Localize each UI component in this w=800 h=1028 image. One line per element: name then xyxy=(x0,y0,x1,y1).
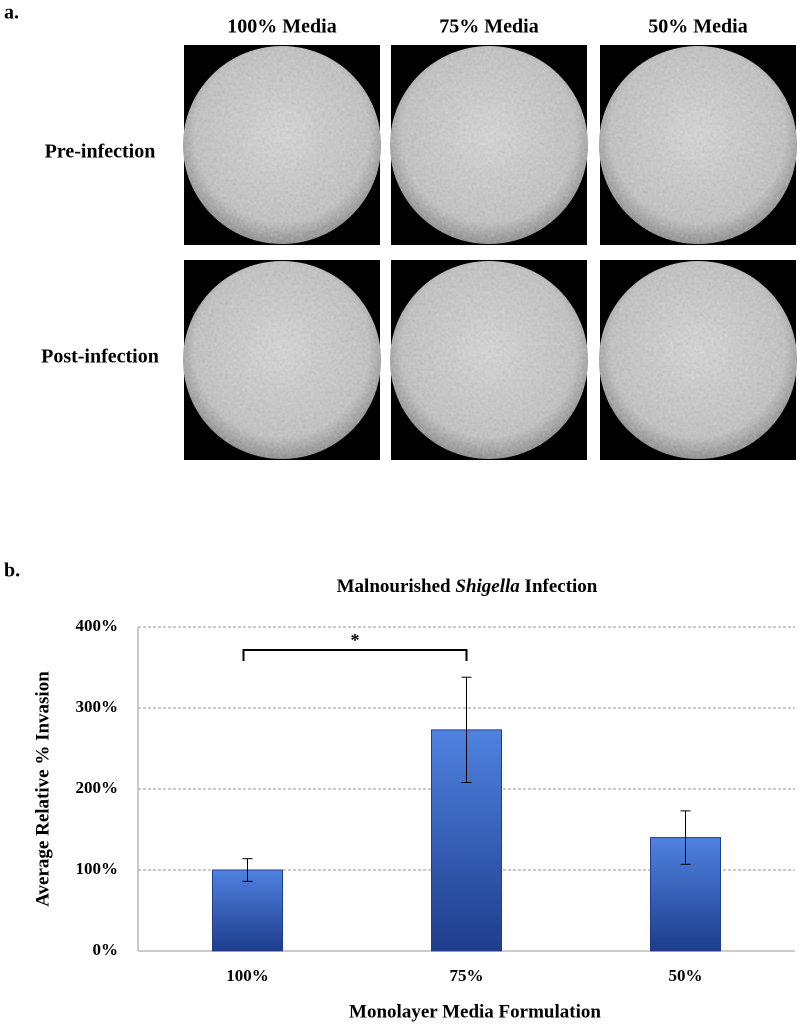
micrograph-field xyxy=(183,261,381,459)
row-label: Post-infection xyxy=(41,346,159,368)
column-label: 50% Media xyxy=(648,16,747,38)
column-label: 75% Media xyxy=(439,16,538,38)
x-tick-label: 75% xyxy=(450,966,484,985)
y-tick-label: 200% xyxy=(76,778,119,797)
micrograph-field xyxy=(599,261,797,459)
significance-bracket xyxy=(242,649,468,661)
micrograph-field xyxy=(390,261,588,459)
bar xyxy=(431,729,502,952)
column-label: 100% Media xyxy=(227,16,336,38)
micrograph-field xyxy=(183,46,381,244)
y-tick-label: 400% xyxy=(76,616,119,635)
title-part: Shigella xyxy=(455,576,520,597)
annotation: * xyxy=(351,630,360,650)
y-tick-label: 100% xyxy=(76,859,119,878)
panel-label: b. xyxy=(4,560,20,582)
x-tick-label: 50% xyxy=(669,966,703,985)
row-label: Pre-infection xyxy=(45,141,156,163)
y-tick-label: 0% xyxy=(93,940,119,959)
micrograph-field xyxy=(390,46,588,244)
y-axis-label: Average Relative % Invasion xyxy=(32,671,53,907)
micrograph-field xyxy=(599,46,797,244)
title-part: Malnourished xyxy=(337,576,451,597)
bar xyxy=(212,869,283,952)
chart-title: Malnourished Shigella Infection xyxy=(337,576,598,597)
x-axis-label: Monolayer Media Formulation xyxy=(349,1001,601,1022)
title-part: Infection xyxy=(525,576,598,597)
y-tick-label: 300% xyxy=(76,697,119,716)
panel-label: a. xyxy=(4,2,19,24)
x-tick-label: 100% xyxy=(226,966,269,985)
